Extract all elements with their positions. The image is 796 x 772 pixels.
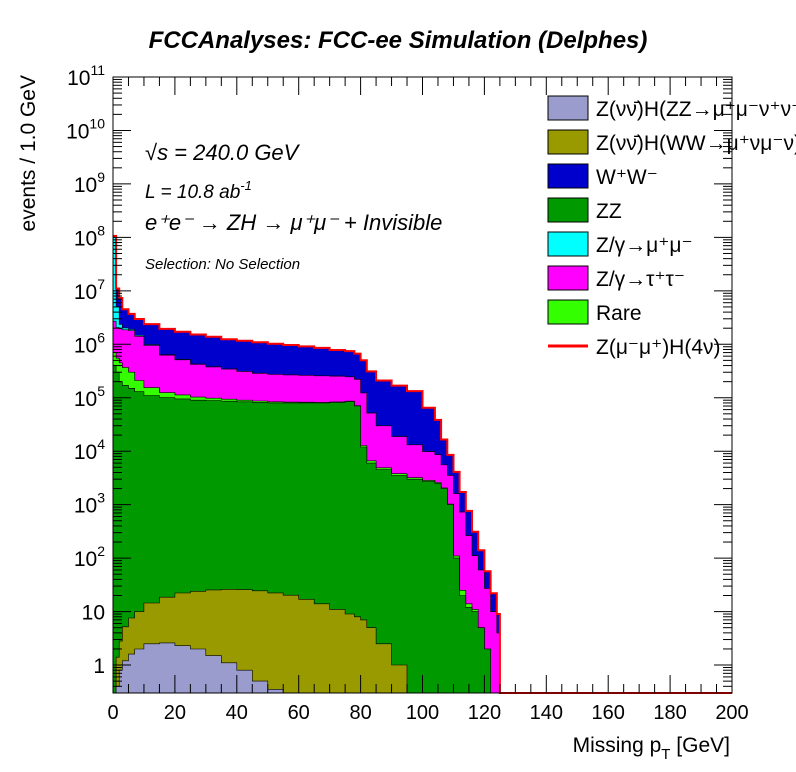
legend-entry-label: Z(νν̄)H(ZZ→μ⁺μ⁻ν⁺ν⁻) [596,98,796,121]
x-tick-label: 20 [164,702,186,724]
x-axis-label-unit-text: [GeV] [676,734,730,757]
legend-swatch [547,129,589,155]
y-tick-label: 108 [74,222,105,250]
y-tick-label: 107 [74,276,105,304]
legend-entry-label: Rare [596,302,642,325]
y-tick-label: 1010 [66,115,105,143]
legend-entry-label: Z/γ→μ⁺μ⁻ [596,234,693,257]
x-tick-label: 100 [406,702,439,724]
legend-swatch [547,231,589,257]
legend-swatch [547,95,589,121]
x-tick-label: 200 [715,702,748,724]
legend-entry-label: Z/γ→τ⁺τ⁻ [596,268,685,291]
annotation-sqrt-s: √s = 240.0 GeV [145,140,301,165]
chart-title: FCCAnalyses: FCC-ee Simulation (Delphes) [149,27,648,54]
annotation-lumi: L = 10.8 ab-1 [145,178,252,203]
y-tick-label: 1 [93,655,105,678]
y-axis-label: events / 1.0 GeV [17,75,40,231]
y-tick-label: 104 [74,436,105,464]
legend: Z(νν̄)H(ZZ→μ⁺μ⁻ν⁺ν⁻) Z(νν̄)H(WW→μ⁺νμ⁻ν) W⁺… [547,95,796,359]
legend-entry-label: ZZ [596,200,622,223]
legend-entry-label: Z(νν̄)H(WW→μ⁺νμ⁻ν) [596,132,796,155]
y-tick-label: 109 [74,169,105,197]
x-axis-label-text: Missing p [573,734,662,757]
legend-entry-label: Z(μ⁻μ⁺)H(4ν) [596,336,721,359]
legend-swatch [547,163,589,189]
annotation-lumi-sup: -1 [240,178,252,193]
x-tick-label: 120 [468,702,501,724]
y-tick-label: 102 [74,543,105,571]
x-axis-label-sub: T [661,746,670,763]
y-tick-label: 103 [74,490,105,518]
y-tick-label: 1011 [67,62,105,90]
x-tick-label: 180 [653,702,686,724]
stacked-areas [112,234,732,694]
x-tick-label: 140 [530,702,563,724]
y-tick-label: 105 [74,383,105,411]
legend-swatch [547,299,589,325]
axes: 0 20 40 60 80 100 120 140 160 180 200 1 10 102 103 104 1… [66,62,749,724]
x-tick-label: 0 [107,702,118,724]
x-tick-label: 40 [226,702,248,724]
legend-swatch [547,197,589,223]
annotation-process: e⁺e⁻ → ZH → μ⁺μ⁻ + Invisible [145,210,442,235]
legend-swatch [547,265,589,291]
y-tick-label: 106 [74,329,105,357]
x-tick-label: 60 [288,702,310,724]
annotation-lumi-text: L = 10.8 ab [145,182,240,203]
x-tick-label: 80 [349,702,371,724]
annotation-selection: Selection: No Selection [145,256,300,273]
legend-entry-label: W⁺W⁻ [596,166,658,189]
series-line-signal [113,234,732,694]
x-tick-label: 160 [592,702,625,724]
y-tick-label: 10 [82,602,105,625]
x-axis-label: Missing pT [GeV] [573,734,730,763]
